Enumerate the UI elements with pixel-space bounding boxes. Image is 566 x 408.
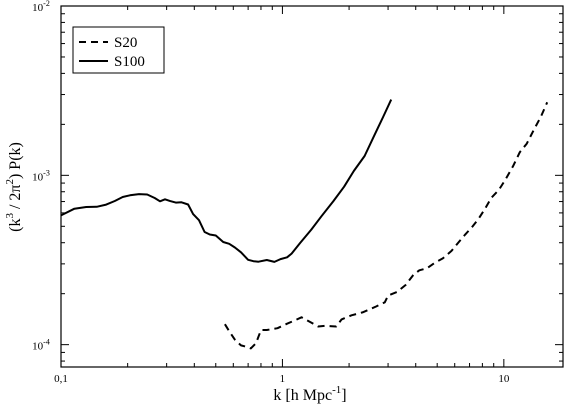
legend-label-s20: S20 — [114, 35, 137, 51]
y-axis-label: (k3 / 2π2) P(k) — [4, 142, 24, 232]
series-line-s20 — [224, 101, 549, 350]
y-axis-label-part3: ) P(k) — [7, 142, 24, 179]
x-axis-label-exp: -1 — [332, 384, 341, 396]
x-axis-label-k: k [h Mpc — [273, 387, 332, 404]
y-axis-label-part2: / 2π — [7, 185, 24, 214]
y-tick-label: 10-4 — [32, 338, 50, 353]
tick-labels-layer: 0,1 1 10 10-4 10-3 10-2 — [32, 0, 510, 385]
y-axis-label-exp1: 3 — [4, 213, 16, 219]
plot-frame — [60, 5, 564, 368]
legend: S20 S100 — [72, 26, 165, 74]
x-tick-label: 1 — [280, 373, 286, 385]
ticks-layer — [60, 5, 563, 367]
y-axis-label-exp2: 2 — [4, 179, 16, 185]
series-layer — [60, 99, 549, 350]
legend-label-s100: S100 — [114, 54, 145, 70]
x-axis-label-close: ] — [341, 387, 346, 404]
y-tick-label: 10-3 — [32, 168, 50, 183]
y-tick-label: 10-2 — [32, 0, 50, 14]
x-axis-label: k [h Mpc-1] — [273, 384, 346, 404]
series-line-s100 — [60, 99, 393, 263]
x-tick-label: 10 — [498, 373, 510, 385]
y-axis-label-part1: (k — [7, 219, 24, 232]
plot-area — [60, 99, 549, 350]
legend-box — [72, 26, 165, 74]
x-tick-label: 0,1 — [54, 373, 68, 385]
